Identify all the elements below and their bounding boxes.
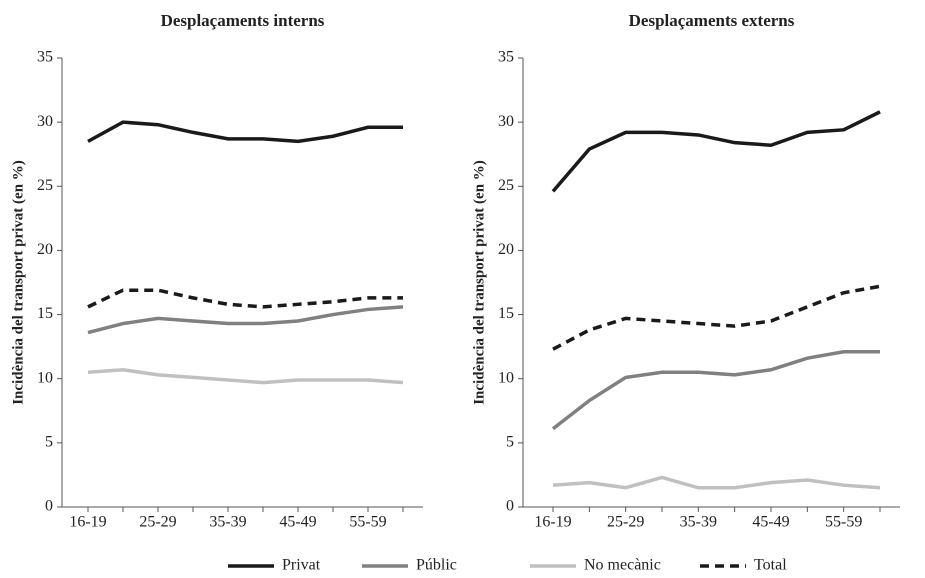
x-tick-label: 55-59 [349,514,386,531]
y-tick-label: 15 [498,305,514,322]
series-line [87,288,403,309]
y-axis-label: Incidència del transport privat (en %) [471,160,487,405]
x-tick-label: 16-19 [69,514,106,531]
x-tick-label: 25-29 [607,514,644,531]
series-line [551,350,880,431]
y-tick-label: 25 [37,177,53,194]
y-axis-label: Incidència del transport privat (en %) [10,160,26,405]
series-line [551,110,881,193]
y-tick-label: 30 [498,113,514,130]
y-tick-label: 20 [498,241,514,258]
x-tick-label: 25-29 [139,514,176,531]
series-line [87,120,403,144]
y-tick-label: 5 [45,434,53,451]
x-tick-label: 45-49 [279,514,316,531]
series-line [87,305,404,335]
y-tick-label: 15 [37,305,53,322]
y-tick-label: 35 [37,49,53,66]
series-line [87,367,404,385]
y-tick-label: 10 [37,369,53,386]
legend-label: Total [754,557,787,574]
chart-title: Desplaçaments interns [161,11,325,30]
y-tick-label: 35 [498,49,514,66]
y-tick-label: 30 [37,113,53,130]
y-tick-label: 0 [45,498,53,515]
chart-title: Desplaçaments externs [629,11,795,30]
legend-label: No mecànic [584,557,661,574]
y-tick-label: 5 [506,434,514,451]
x-tick-label: 16-19 [534,514,571,531]
series-line [552,284,881,351]
series-line [552,475,881,490]
y-tick-label: 0 [506,498,514,515]
legend-label: Públic [416,557,457,574]
y-tick-label: 20 [37,241,53,258]
x-tick-label: 35-39 [680,514,717,531]
x-tick-label: 35-39 [209,514,246,531]
y-tick-label: 25 [498,177,514,194]
y-tick-label: 10 [498,369,514,386]
x-tick-label: 55-59 [825,514,862,531]
legend-label: Privat [282,557,321,574]
x-tick-label: 45-49 [752,514,789,531]
